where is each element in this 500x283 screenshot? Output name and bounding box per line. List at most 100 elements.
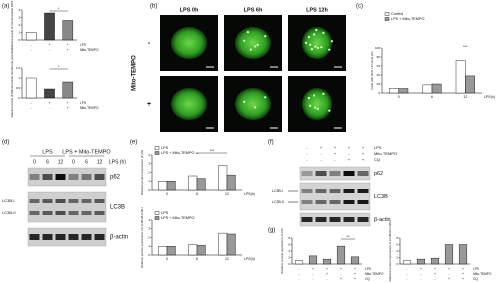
significance: * bbox=[58, 64, 60, 69]
y-axis-label: Relative levels of mitochondrial ROS bbox=[10, 1, 14, 50]
bar bbox=[196, 245, 206, 256]
y-tick-label: 60 bbox=[377, 64, 381, 68]
band bbox=[29, 211, 40, 215]
bar bbox=[389, 88, 399, 94]
lc3-dot bbox=[316, 46, 320, 50]
condition-name: CQ bbox=[374, 157, 380, 162]
y-tick-label: 8 bbox=[396, 236, 398, 240]
y-tick-label: 2 bbox=[396, 255, 398, 259]
lc3-dot bbox=[307, 35, 311, 39]
row-label: - bbox=[148, 40, 151, 47]
legend-label: LPS bbox=[161, 211, 169, 215]
band bbox=[94, 174, 105, 180]
condition-name: LPS bbox=[80, 101, 86, 105]
bar bbox=[431, 83, 442, 94]
bar bbox=[402, 260, 412, 265]
y-tick-label: 0.5 bbox=[16, 86, 21, 90]
bar bbox=[430, 257, 440, 265]
condition-sign: - bbox=[306, 157, 308, 162]
condition-sign: + bbox=[334, 151, 337, 156]
band bbox=[329, 171, 341, 176]
legend-swatch bbox=[154, 151, 160, 155]
bar bbox=[196, 178, 206, 191]
y-tick-label: 8 bbox=[288, 236, 290, 240]
band bbox=[357, 189, 369, 193]
lane-label: 0 bbox=[33, 159, 36, 165]
bar bbox=[25, 77, 37, 99]
lane-label: 12 bbox=[97, 159, 103, 165]
legend-swatch bbox=[384, 17, 390, 21]
lc3-dot bbox=[249, 48, 252, 51]
condition-name: LPS bbox=[473, 267, 479, 271]
band bbox=[29, 199, 40, 203]
y-tick-label: 20 bbox=[377, 82, 381, 86]
bar bbox=[44, 12, 55, 41]
condition-sign: - bbox=[434, 277, 436, 281]
y-axis-label: Relative protein expression of LC3B-II/L… bbox=[388, 220, 392, 281]
band bbox=[81, 199, 92, 203]
condition-sign: + bbox=[340, 267, 342, 271]
condition-sign: - bbox=[31, 106, 33, 110]
column-label: LPS 0h bbox=[180, 7, 199, 13]
condition-sign: + bbox=[354, 267, 356, 271]
lane-label: 0 bbox=[72, 159, 75, 165]
condition-name: LPS bbox=[365, 267, 371, 271]
y-tick-label: 3 bbox=[18, 15, 20, 19]
condition-sign: - bbox=[31, 101, 33, 105]
y-tick-label: 3 bbox=[148, 162, 150, 166]
band bbox=[301, 189, 313, 193]
lc3-dot bbox=[254, 106, 257, 109]
condition-sign: + bbox=[334, 145, 337, 150]
band bbox=[315, 171, 327, 176]
legend-swatch bbox=[154, 211, 160, 215]
band bbox=[315, 189, 327, 193]
band bbox=[29, 234, 40, 240]
panel-label: (c) bbox=[356, 4, 363, 10]
band bbox=[42, 234, 53, 240]
bar bbox=[444, 244, 454, 265]
cell bbox=[235, 88, 271, 120]
condition-sign: - bbox=[406, 267, 408, 271]
condition-sign: - bbox=[320, 157, 322, 162]
y-tick-label: 2 bbox=[148, 235, 150, 239]
condition-sign: - bbox=[31, 48, 33, 52]
x-tick-label: 12 bbox=[225, 192, 229, 196]
condition-name: CQ bbox=[365, 277, 370, 281]
condition-sign: + bbox=[434, 272, 436, 276]
cell bbox=[171, 27, 207, 59]
blot bbox=[27, 227, 107, 247]
condition-sign: - bbox=[49, 106, 51, 110]
bar bbox=[455, 60, 466, 94]
condition-sign: - bbox=[448, 272, 450, 276]
band bbox=[329, 189, 341, 193]
lc3-dot bbox=[264, 35, 267, 38]
band bbox=[55, 234, 66, 240]
condition-sign: - bbox=[49, 48, 51, 52]
condition-sign: - bbox=[306, 145, 308, 150]
y-axis-label: Cells with GFP-LC3 dots (%) bbox=[370, 51, 374, 89]
condition-sign: + bbox=[354, 277, 356, 281]
condition-sign: + bbox=[340, 277, 342, 281]
condition-sign: + bbox=[354, 272, 356, 276]
cell bbox=[302, 27, 332, 59]
band bbox=[42, 174, 53, 180]
y-axis-label: Relative protein expression of p62 bbox=[280, 228, 284, 274]
lc3-dot bbox=[328, 48, 331, 51]
y-tick-label: 100 bbox=[375, 46, 380, 50]
condition-sign: - bbox=[334, 157, 336, 162]
band bbox=[68, 211, 79, 215]
y-tick-label: 4 bbox=[148, 153, 150, 157]
cell bbox=[171, 88, 207, 120]
band bbox=[343, 189, 355, 193]
y-tick-label: 0 bbox=[396, 262, 398, 266]
lc3-dot bbox=[309, 43, 312, 46]
lc3-dot bbox=[315, 28, 318, 32]
panel-label: (g) bbox=[268, 228, 275, 234]
band bbox=[94, 234, 105, 240]
y-tick-label: 2 bbox=[18, 23, 20, 27]
condition-name: LPS bbox=[374, 145, 382, 150]
y-tick-label: 6 bbox=[288, 242, 290, 246]
bar bbox=[350, 256, 360, 265]
lc3-dot bbox=[330, 40, 333, 43]
condition-sign: + bbox=[462, 272, 464, 276]
